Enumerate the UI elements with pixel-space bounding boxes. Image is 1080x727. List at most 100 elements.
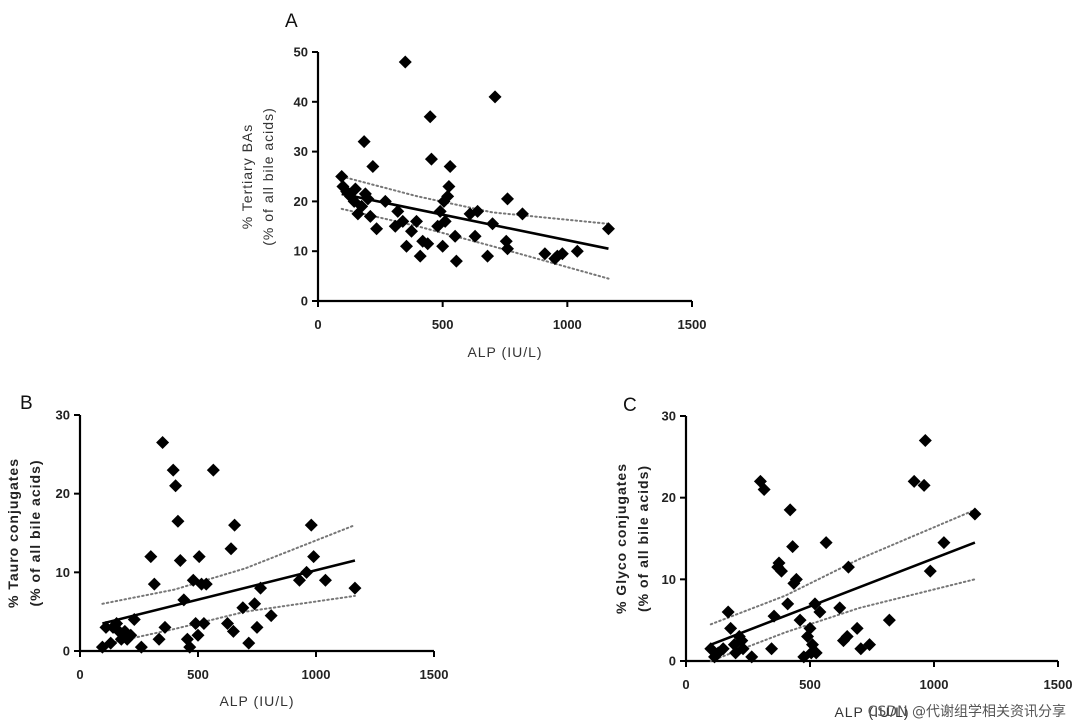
x-tick-label: 0 — [314, 317, 321, 332]
data-point — [443, 160, 457, 174]
data-point — [781, 597, 795, 611]
ci-upper-line — [340, 175, 610, 225]
data-point — [413, 249, 427, 263]
data-point — [538, 247, 552, 261]
data-point — [488, 90, 502, 104]
data-point — [786, 540, 800, 554]
data-point — [224, 542, 238, 556]
data-point — [736, 642, 750, 656]
data-point — [783, 503, 797, 517]
y-axis-title-line1: % Tauro conjugates — [5, 458, 21, 608]
data-point — [767, 609, 781, 623]
x-tick-label: 0 — [682, 677, 689, 692]
y-tick-label: 10 — [294, 244, 308, 259]
data-point — [757, 483, 771, 496]
x-tick-label: 500 — [187, 667, 209, 682]
data-point — [398, 55, 412, 69]
data-point — [405, 224, 418, 238]
data-point — [570, 244, 584, 258]
data-point — [471, 204, 485, 218]
panel-b-chart: B 0 10 20 30 0 500 1000 1500 ALP (IU/L) % Tauro co… — [5, 393, 448, 709]
regression-line — [102, 559, 356, 625]
ci-upper-line — [101, 524, 356, 605]
y-axis-title-line1: % Tertiary BAs — [239, 124, 255, 230]
y-tick-label: 0 — [63, 644, 70, 659]
data-point — [158, 620, 172, 634]
x-tick-label: 1000 — [302, 667, 331, 682]
data-point — [199, 577, 213, 591]
y-axis-title-line2: (% of all bile acids) — [260, 107, 276, 246]
data-point — [189, 616, 203, 630]
data-point — [809, 646, 823, 660]
data-point — [863, 638, 877, 652]
data-point — [169, 479, 183, 493]
data-point — [448, 229, 462, 243]
data-point — [264, 609, 278, 623]
watermark-text: CSDN @代谢组学相关资讯分享 — [867, 704, 1066, 720]
data-point — [307, 550, 321, 564]
data-point — [735, 634, 749, 648]
data-point — [433, 204, 447, 218]
ci-lower-line — [709, 578, 976, 662]
y-tick-label: 30 — [662, 409, 676, 424]
x-tick-label: 1000 — [920, 677, 949, 692]
data-point — [156, 436, 170, 450]
x-axis-title: ALP (IU/L) — [834, 704, 909, 720]
data-point — [882, 613, 896, 627]
data-point — [166, 463, 180, 477]
y-tick-label: 30 — [294, 144, 308, 159]
data-point — [803, 621, 817, 635]
y-tick-label: 20 — [56, 486, 70, 501]
x-tick-label: 500 — [799, 677, 821, 692]
panel-c-chart: C 0 10 20 30 0 500 1000 1500 ALP (IU/L) % Glyco co… — [613, 395, 1072, 720]
data-point — [357, 135, 371, 149]
data-point — [441, 189, 455, 203]
data-point — [318, 573, 332, 587]
data-point — [300, 565, 314, 579]
data-point — [500, 192, 514, 206]
data-point — [254, 581, 268, 595]
data-point — [183, 640, 197, 654]
data-point — [724, 621, 738, 635]
x-tick-label: 1500 — [420, 667, 449, 682]
data-point — [242, 636, 256, 650]
data-point — [124, 628, 138, 642]
data-point — [226, 624, 240, 638]
data-point — [555, 247, 569, 261]
data-point — [833, 601, 847, 615]
data-point — [361, 192, 375, 206]
data-point — [355, 199, 369, 213]
y-tick-label: 50 — [294, 45, 308, 60]
data-point — [152, 632, 166, 646]
data-point — [177, 593, 191, 607]
data-point — [197, 616, 211, 630]
x-tick-label: 1500 — [1044, 677, 1073, 692]
data-point — [423, 110, 437, 124]
data-point — [745, 650, 759, 664]
ci-upper-line — [709, 508, 976, 626]
data-point — [391, 204, 405, 218]
data-point — [918, 434, 932, 447]
data-point — [601, 222, 615, 236]
y-tick-label: 0 — [301, 294, 308, 309]
panel-label: B — [20, 393, 33, 414]
data-point — [481, 249, 495, 263]
data-point — [500, 242, 514, 256]
data-point — [449, 254, 463, 268]
data-point — [400, 239, 414, 253]
data-point — [363, 209, 377, 223]
data-point — [793, 613, 807, 627]
regression-line — [710, 541, 976, 646]
data-point — [127, 613, 141, 627]
data-point — [765, 642, 779, 656]
data-point — [292, 573, 306, 587]
data-point — [173, 554, 187, 568]
data-point — [442, 179, 456, 193]
panel-label: A — [285, 11, 298, 32]
data-point — [206, 463, 220, 477]
data-point — [335, 170, 349, 183]
y-axis-title-line1: % Glyco conjugates — [613, 463, 629, 614]
data-point — [907, 474, 921, 488]
